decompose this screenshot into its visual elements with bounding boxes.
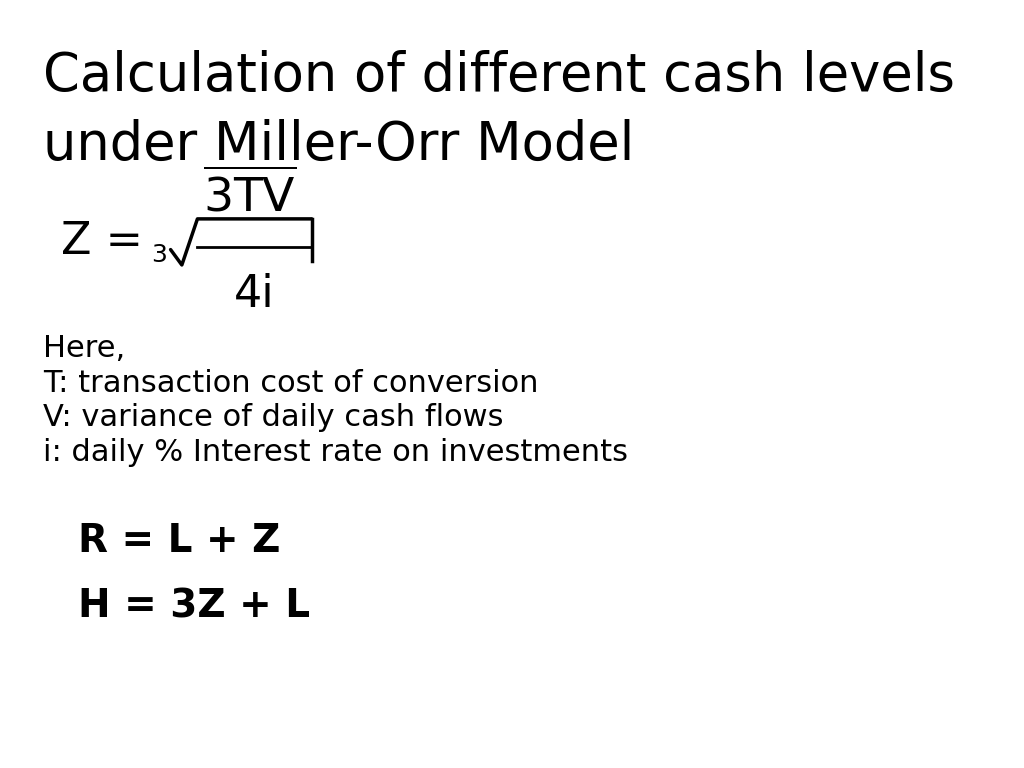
Text: under Miller-Orr Model: under Miller-Orr Model [43,119,635,171]
Text: Calculation of different cash levels: Calculation of different cash levels [43,50,955,102]
Text: H = 3Z + L: H = 3Z + L [78,588,310,625]
Text: $\overline{\mathregular{3TV}}$: $\overline{\mathregular{3TV}}$ [204,171,297,223]
Text: R = L + Z: R = L + Z [78,522,281,560]
Text: i: daily % Interest rate on investments: i: daily % Interest rate on investments [43,438,629,467]
Text: Here,: Here, [43,334,126,363]
Text: Z =: Z = [60,220,157,263]
Text: V: variance of daily cash flows: V: variance of daily cash flows [43,403,504,432]
Text: 4i: 4i [233,273,274,316]
Text: T: transaction cost of conversion: T: transaction cost of conversion [43,369,539,398]
Text: 3: 3 [152,243,167,267]
